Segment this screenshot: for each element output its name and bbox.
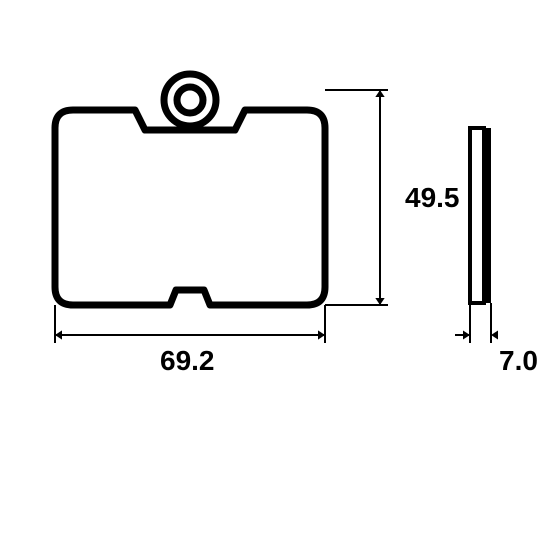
width-dimension-label: 69.2: [160, 345, 215, 377]
height-dimension-label: 49.5: [405, 182, 460, 214]
thickness-dimension-label: 7.0: [499, 345, 538, 377]
technical-drawing: [0, 0, 550, 550]
